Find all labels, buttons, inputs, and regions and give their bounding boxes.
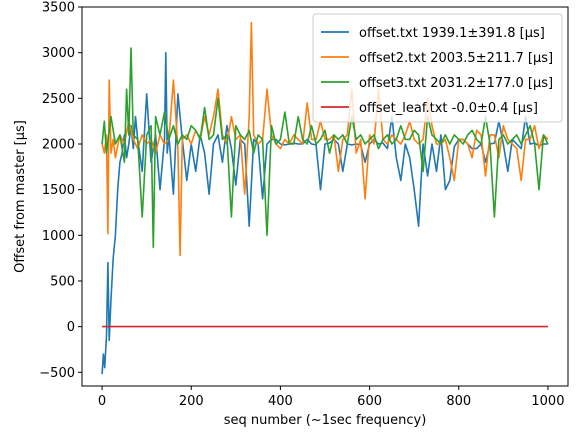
series-line-2 <box>101 21 549 257</box>
legend-label-4: offset_leaf.txt -0.0±0.4 [μs] <box>359 101 538 116</box>
y-tick-label: 3000 <box>42 46 75 61</box>
y-axis-label: Offset from master [μs] <box>13 120 28 273</box>
x-tick-label: 800 <box>446 394 471 409</box>
y-tick-label: 500 <box>50 274 75 289</box>
series-line-3 <box>101 47 549 248</box>
legend-label-1: offset.txt 1939.1±391.8 [μs] <box>359 26 545 41</box>
y-tick-label: 1000 <box>42 229 75 244</box>
x-tick-label: 1000 <box>531 394 564 409</box>
x-tick-label: 600 <box>357 394 382 409</box>
legend-box <box>312 13 563 123</box>
y-tick-label: 2500 <box>42 92 75 107</box>
y-tick-label: 1500 <box>42 183 75 198</box>
y-tick-label: −500 <box>39 366 75 381</box>
y-tick-label: 2000 <box>42 137 75 152</box>
plot-frame <box>81 6 569 387</box>
legend-label-2: offset2.txt 2003.5±211.7 [μs] <box>359 51 553 66</box>
x-tick-label: 0 <box>98 394 106 409</box>
x-tick-label: 400 <box>268 394 293 409</box>
x-axis-label: seq number (~1sec frequency) <box>224 413 427 428</box>
x-tick-label: 200 <box>179 394 204 409</box>
y-tick-label: 0 <box>67 320 75 335</box>
y-tick-label: 3500 <box>42 1 75 16</box>
legend-label-3: offset3.txt 2031.2±177.0 [μs] <box>359 76 553 91</box>
